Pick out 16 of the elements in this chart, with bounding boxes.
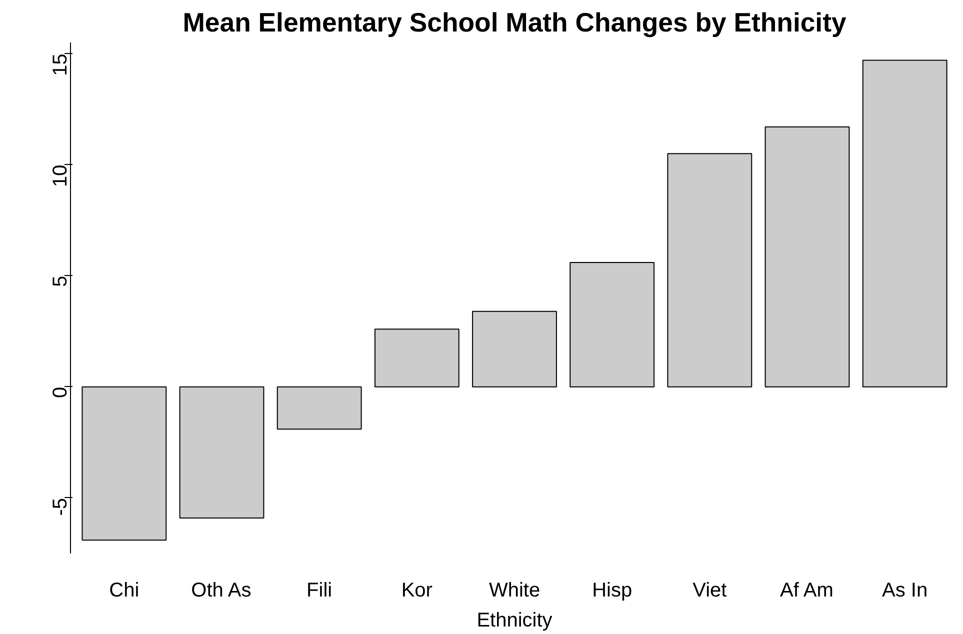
y-tick-label: -5 <box>50 498 72 516</box>
x-tick-label: As In <box>882 580 928 602</box>
x-axis-title: Ethnicity <box>476 610 552 632</box>
y-tick-label: 0 <box>50 386 72 398</box>
chart-title: Mean Elementary School Math Changes by Ethnicity <box>182 8 846 38</box>
y-tick-label: 10 <box>50 164 72 187</box>
y-tick-label: 5 <box>50 276 72 287</box>
x-tick-label: Hisp <box>592 580 632 602</box>
x-tick-label: Viet <box>692 580 728 602</box>
y-tick-label: 15 <box>50 54 72 76</box>
x-tick-label: Chi <box>109 580 140 602</box>
x-tick-label: Oth As <box>191 580 252 602</box>
x-tick-label: White <box>488 580 540 602</box>
x-tick-label: Af Am <box>780 580 834 602</box>
x-tick-label: Fili <box>306 580 332 602</box>
x-tick-label: Kor <box>401 580 433 602</box>
